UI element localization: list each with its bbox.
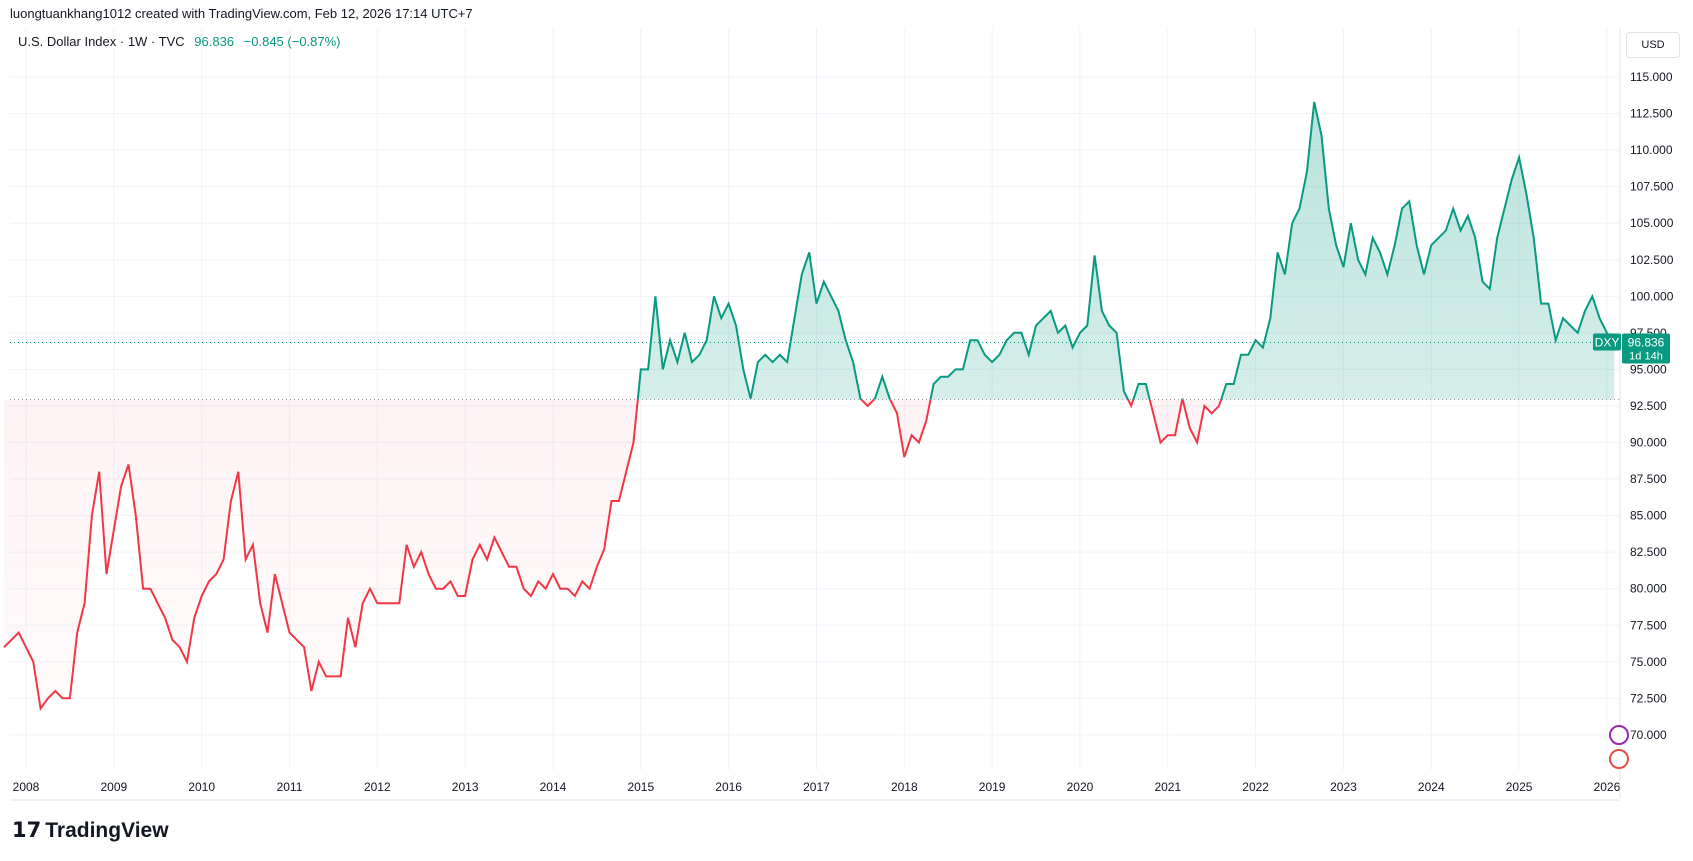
y-tick-label: 95.000 (1630, 362, 1667, 376)
currency-button[interactable]: USD (1626, 32, 1680, 58)
y-tick-label: 85.000 (1630, 509, 1667, 523)
y-tick-label: 87.500 (1630, 472, 1667, 486)
y-tick-label: 105.000 (1630, 216, 1674, 230)
x-tick-label: 2017 (803, 780, 830, 794)
x-tick-label: 2009 (100, 780, 127, 794)
y-tick-label: 72.500 (1630, 691, 1667, 705)
last-price: 96.836 (194, 34, 235, 49)
economic-event-icon (1609, 749, 1629, 769)
y-tick-label: 92.500 (1630, 399, 1667, 413)
x-tick-label: 2020 (1067, 780, 1094, 794)
y-tick-label: 112.500 (1630, 107, 1673, 121)
y-tick-label: 100.000 (1630, 289, 1674, 303)
price-tag (1622, 333, 1670, 364)
x-tick-label: 2012 (364, 780, 391, 794)
dividends-event-icon (1609, 725, 1629, 745)
price-line-below (3, 399, 1223, 712)
chart-credit: luongtuankhang1012 created with TradingV… (10, 6, 473, 21)
x-tick-label: 2025 (1506, 780, 1533, 794)
y-tick-label: 82.500 (1630, 545, 1667, 559)
y-tick-label: 107.500 (1630, 180, 1674, 194)
x-tick-label: 2011 (277, 780, 303, 794)
price-line-above (636, 101, 1616, 400)
ticker-tag (1593, 333, 1621, 351)
x-tick-label: 2013 (452, 780, 479, 794)
x-tick-label: 2016 (715, 780, 742, 794)
brand-name: TradingView (45, 818, 169, 842)
x-tick-label: 2008 (13, 780, 40, 794)
x-tick-label: 2014 (540, 780, 567, 794)
price-tag-value: 96.836 (1628, 336, 1665, 350)
x-tick-label: 2018 (891, 780, 918, 794)
y-tick-label: 80.000 (1630, 582, 1667, 596)
symbol-name[interactable]: U.S. Dollar Index · 1W · TVC (18, 34, 185, 49)
x-tick-label: 2026 (1594, 780, 1621, 794)
tv-logo-icon: 𝟭𝟳 (12, 819, 42, 842)
y-tick-label: 110.000 (1630, 143, 1673, 157)
y-tick-label: 90.000 (1630, 436, 1667, 450)
symbol-legend: U.S. Dollar Index · 1W · TVC 96.836 −0.8… (18, 34, 341, 49)
tradingview-logo[interactable]: 𝟭𝟳 TradingView (12, 818, 169, 843)
y-tick-label: 77.500 (1630, 618, 1667, 632)
price-tag-countdown: 1d 14h (1629, 351, 1663, 363)
x-tick-label: 2022 (1242, 780, 1269, 794)
x-tick-label: 2023 (1330, 780, 1357, 794)
area-below-baseline (4, 399, 1222, 709)
y-tick-label: 102.500 (1630, 253, 1674, 267)
y-tick-label: 115.000 (1630, 70, 1673, 84)
ticker-label: DXY (1595, 336, 1620, 350)
x-tick-label: 2019 (979, 780, 1006, 794)
y-tick-label: 70.000 (1630, 728, 1667, 742)
area-above-baseline (4, 101, 1615, 400)
y-tick-label: 75.000 (1630, 655, 1667, 669)
x-tick-label: 2024 (1418, 780, 1445, 794)
x-tick-label: 2015 (627, 780, 654, 794)
x-tick-label: 2010 (188, 780, 215, 794)
price-change: −0.845 (−0.87%) (243, 34, 341, 49)
x-tick-label: 2021 (1154, 780, 1181, 794)
